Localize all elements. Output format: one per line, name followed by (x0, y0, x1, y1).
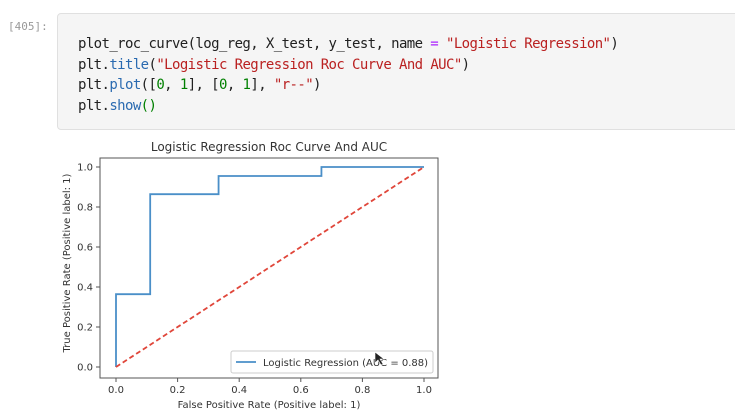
code-token: 0 (156, 77, 165, 93)
code-editor[interactable]: plot_roc_curve(log_reg, X_test, y_test, … (78, 34, 619, 117)
chance-diagonal-line (115, 166, 425, 368)
code-token: , (226, 77, 243, 93)
code-token: "r--" (273, 77, 314, 93)
legend-label: Logistic Regression (AUC = 0.88) (263, 358, 428, 369)
y-tick-label: 0.8 (77, 203, 93, 214)
code-token: 1 (179, 77, 188, 93)
code-token: plt. (78, 77, 110, 93)
legend: Logistic Regression (AUC = 0.88) (230, 350, 434, 374)
chart-title: Logistic Regression Roc Curve And AUC (151, 140, 387, 154)
code-token: title (109, 56, 149, 73)
x-axis-label: False Positive Rate (Positive label: 1) (178, 400, 361, 411)
code-token: = (430, 36, 439, 52)
x-tick-label: 0.8 (354, 385, 370, 396)
code-line: plt.plot([0, 1], [0, 1], "r--") (78, 75, 618, 96)
code-token: ( (148, 56, 157, 73)
code-cell[interactable]: plot_roc_curve(log_reg, X_test, y_test, … (57, 13, 735, 130)
legend-box (230, 350, 434, 374)
code-token: "Logistic Regression" (445, 36, 611, 52)
code-token: () (140, 97, 157, 114)
mouse-cursor-icon (374, 351, 385, 366)
code-token: ) (610, 36, 619, 52)
x-tick-label: 0.6 (293, 385, 309, 396)
y-tick-label: 1.0 (77, 163, 93, 174)
code-token: plt. (78, 56, 110, 73)
code-line: plt.show() (78, 96, 618, 117)
x-tick-label: 0.0 (108, 385, 124, 396)
plot-frame (99, 157, 439, 379)
code-token: show (109, 97, 141, 114)
y-tick-label: 0.6 (77, 243, 93, 254)
x-tick-label: 1.0 (416, 385, 432, 396)
code-token: plot_roc_curve(log_reg, X_test, y_test, … (78, 36, 431, 52)
roc-curve-line (115, 166, 424, 367)
code-token: ) (461, 56, 470, 73)
code-token: 0 (219, 77, 227, 93)
code-token: plot (109, 77, 141, 93)
y-tick-label: 0.4 (77, 283, 93, 294)
code-token: ) (313, 77, 321, 93)
code-line: plot_roc_curve(log_reg, X_test, y_test, … (78, 34, 619, 55)
x-tick-label: 0.2 (170, 385, 186, 396)
x-tick-label: 0.4 (231, 385, 247, 396)
cell-prompt: [405]: (8, 20, 48, 33)
y-tick-label: 0.0 (77, 363, 93, 374)
code-line: plt.title("Logistic Regression Roc Curve… (78, 55, 618, 76)
code-token: , (164, 77, 180, 93)
y-tick-label: 0.2 (77, 323, 93, 334)
code-token: 1 (242, 77, 251, 93)
code-token: ], (250, 77, 274, 93)
code-token: "Logistic Regression Roc Curve And AUC" (156, 56, 462, 73)
code-token: ([ (140, 77, 157, 93)
y-axis-label: True Positive Rate (Positive label: 1) (62, 173, 73, 353)
code-token: plt. (78, 97, 110, 114)
code-token: ], [ (187, 77, 220, 93)
